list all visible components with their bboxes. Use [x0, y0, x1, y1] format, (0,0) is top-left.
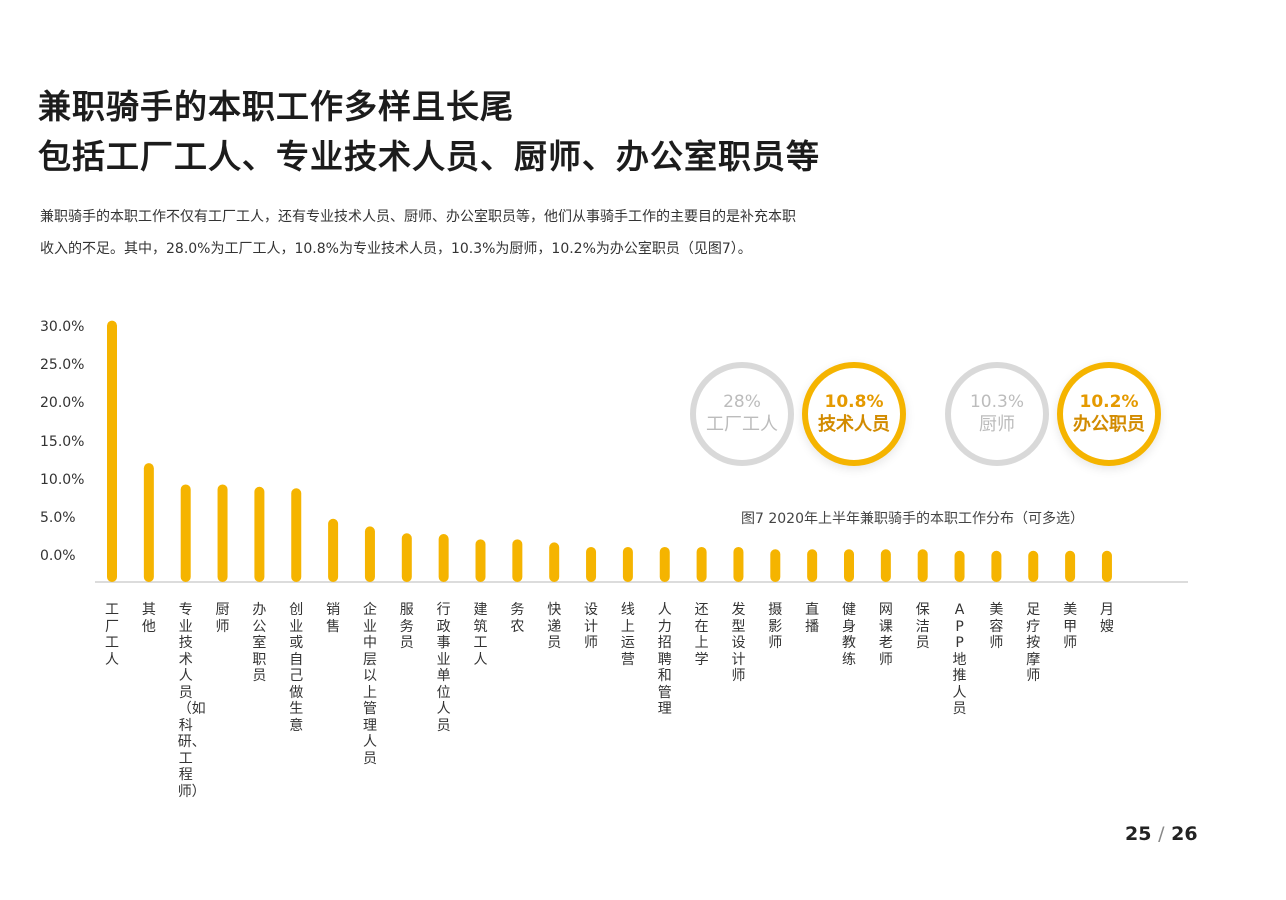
x-tick-label: 行政事业单位人员: [436, 602, 451, 734]
highlight-ring: 10.2% 办公职员: [1057, 362, 1161, 466]
chart-bar: [364, 526, 375, 582]
chart-bar: [954, 550, 965, 582]
x-tick-label: 厨师: [215, 602, 230, 635]
chart-bar: [512, 539, 523, 582]
chart-bar: [475, 539, 486, 582]
x-tick-label: 足疗按摩师: [1026, 602, 1041, 684]
chart-bar: [438, 533, 449, 582]
chart-bar: [917, 549, 928, 582]
x-tick-label: 发型设计师: [731, 602, 746, 684]
x-tick-label: 直播: [805, 602, 820, 635]
y-tick-label: 10.0%: [40, 471, 85, 488]
chart-bar: [217, 484, 228, 582]
chart-bar: [659, 546, 670, 582]
x-tick-label: 美甲师: [1063, 602, 1078, 651]
highlight-label: 工厂工人: [706, 414, 778, 435]
highlight-label: 技术人员: [818, 414, 890, 435]
chart-bar: [143, 463, 154, 582]
y-tick-label: 30.0%: [40, 319, 85, 336]
highlight-label: 厨师: [979, 414, 1015, 435]
intro-paragraph-line2: 收入的不足。其中，28.0%为工厂工人，10.8%为专业技术人员，10.3%为厨…: [40, 241, 752, 257]
x-tick-label: 办公室职员: [252, 602, 267, 684]
chart-bar: [733, 546, 744, 582]
page-number: 25 / 26: [1125, 823, 1198, 845]
x-tick-label: 设计师: [584, 602, 599, 651]
chart-bar: [622, 546, 633, 582]
chart-bar: [770, 549, 781, 582]
highlight-label: 办公职员: [1073, 414, 1145, 435]
x-tick-label: 专业技术人员（如科研、工程师）: [177, 602, 206, 800]
page-title-line1: 兼职骑手的本职工作多样且长尾: [38, 87, 514, 126]
page-current: 25: [1125, 823, 1152, 845]
chart-bar: [586, 546, 597, 582]
x-tick-label: 快递员: [547, 602, 562, 651]
highlight-ring: 28% 工厂工人: [690, 362, 794, 466]
x-tick-label: 月嫂: [1099, 602, 1114, 635]
x-tick-label: 工厂工人: [105, 602, 119, 668]
chart-bar: [107, 320, 117, 582]
highlight-pct: 10.8%: [824, 392, 884, 412]
chart-bar: [696, 546, 707, 582]
chart-bar: [254, 486, 265, 582]
chart-bar: [328, 518, 339, 582]
x-tick-label: 健身教练: [842, 602, 856, 668]
chart-bar: [401, 533, 412, 582]
page-total: 26: [1171, 823, 1198, 845]
chart-bar: [807, 549, 818, 582]
x-tick-label: 企业中层以上管理人员: [362, 602, 377, 767]
x-tick-label: 其他: [141, 602, 156, 635]
chart-bar: [1065, 550, 1076, 582]
y-tick-label: 20.0%: [40, 395, 85, 412]
highlight-pct: 10.3%: [969, 392, 1024, 412]
chart-bar: [991, 550, 1002, 582]
x-tick-label: 还在上学: [694, 602, 709, 668]
y-tick-label: 15.0%: [40, 433, 85, 450]
x-tick-label: 销售: [326, 602, 341, 635]
x-tick-label: 创业或自己做生意: [289, 602, 304, 734]
highlight-pct: 28%: [723, 392, 761, 412]
x-tick-label: 务农: [510, 602, 525, 635]
chart-bar: [549, 542, 560, 582]
y-tick-label: 25.0%: [40, 357, 85, 374]
x-tick-label: 美容师: [989, 602, 1004, 651]
y-tick-label: 5.0%: [40, 509, 76, 526]
page-separator: /: [1158, 823, 1165, 845]
chart-bar: [844, 549, 854, 582]
figure-caption: 图7 2020年上半年兼职骑手的本职工作分布（可多选）: [741, 511, 1084, 527]
chart-bar: [291, 488, 302, 582]
intro-paragraph-line1: 兼职骑手的本职工作不仅有工厂工人，还有专业技术人员、厨师、办公室职员等，他们从事…: [40, 209, 796, 225]
x-tick-label: 保洁员: [915, 602, 930, 651]
x-tick-label: 摄影师: [768, 602, 783, 651]
highlight-ring: 10.3% 厨师: [945, 362, 1049, 466]
page-title-line2: 包括工厂工人、专业技术人员、厨师、办公室职员等: [38, 137, 820, 176]
highlight-pct: 10.2%: [1079, 392, 1139, 412]
chart-bar: [180, 484, 191, 582]
y-tick-label: 0.0%: [40, 547, 76, 564]
chart-bar: [1101, 550, 1112, 582]
x-tick-label: 网课老师: [878, 602, 893, 668]
x-tick-label: 人力招聘和管理: [657, 602, 672, 717]
chart-bar: [880, 549, 891, 582]
x-tick-label: 服务员: [399, 602, 414, 651]
chart-bar: [1028, 550, 1039, 582]
x-tick-label: 建筑工人: [473, 602, 488, 668]
highlight-ring: 10.8% 技术人员: [802, 362, 906, 466]
x-tick-label: APP地推人员: [952, 602, 967, 717]
x-tick-label: 线上运营: [620, 602, 635, 668]
